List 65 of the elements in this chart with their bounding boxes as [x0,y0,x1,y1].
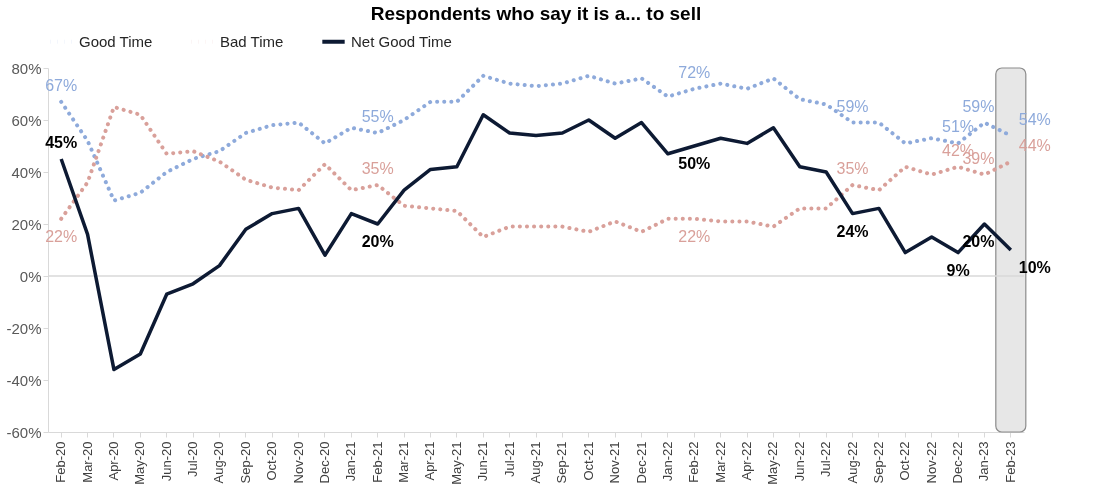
x-tick-label: Oct-20 [264,441,280,481]
x-tick-label: May-22 [765,441,781,485]
x-tick-label: Jun-20 [158,441,174,482]
data-label: 51% [942,118,975,136]
data-label: 9% [946,261,970,279]
x-tick-label: Jul-20 [185,441,201,477]
x-tick-label: Jun-21 [475,441,491,482]
data-label: 22% [678,227,711,245]
x-tick-label: Apr-21 [422,441,438,481]
y-tick-label: -40% [6,371,42,389]
y-tick-label: 80% [11,59,42,77]
data-label: 10% [1018,259,1051,276]
data-label: 35% [361,160,394,177]
x-tick-label: Sep-22 [870,441,886,484]
data-label: 59% [962,97,995,115]
x-tick-label: Mar-22 [712,441,728,483]
x-tick-label: Nov-21 [607,441,623,484]
chart-title: Respondents who say it is a... to sell [370,3,702,24]
data-label: 67% [45,76,78,94]
data-label: 22% [45,227,78,245]
data-label: 72% [678,63,711,81]
x-tick-label: Sep-20 [237,441,253,484]
x-tick-label: Jul-21 [501,441,517,477]
x-tick-label: Feb-23 [1002,441,1018,483]
data-label: 20% [361,233,394,250]
x-tick-label: Jan-23 [976,441,992,482]
data-label: 50% [678,155,711,172]
x-tick-label: Mar-21 [396,441,412,483]
x-tick-label: Oct-22 [897,441,913,481]
x-tick-label: May-21 [448,441,464,485]
y-tick-label: -60% [6,423,42,441]
x-tick-label: Jun-22 [791,441,807,482]
x-tick-label: Jul-22 [818,441,834,477]
x-tick-label: Aug-20 [211,441,227,484]
x-tick-label: May-20 [132,441,148,485]
y-tick-label: 20% [11,215,42,233]
x-tick-label: Feb-20 [53,441,69,483]
x-tick-label: Dec-22 [950,441,966,484]
y-tick-label: 60% [11,111,42,129]
data-label: 45% [45,134,78,151]
x-tick-label: Apr-22 [739,441,755,481]
x-tick-label: Apr-20 [105,441,121,481]
data-label: 59% [836,97,869,115]
data-label: 35% [836,160,869,177]
x-tick-label: Jan-22 [659,441,675,482]
data-label: 55% [361,108,394,125]
legend-label: Good Time [79,32,153,50]
x-tick-label: Nov-20 [290,441,306,484]
x-tick-label: Dec-20 [316,441,332,484]
x-tick-label: Nov-22 [923,441,939,484]
x-tick-label: Feb-21 [369,441,385,483]
x-tick-label: Dec-21 [633,441,649,484]
x-tick-label: Aug-22 [844,441,860,484]
x-tick-label: Mar-20 [79,441,95,483]
x-tick-label: Sep-21 [554,441,570,484]
x-tick-label: Oct-21 [580,441,596,481]
x-tick-label: Feb-22 [686,441,702,483]
x-tick-label: Jan-21 [343,441,359,482]
data-label: 24% [836,222,869,240]
y-tick-label: 40% [11,163,42,181]
x-tick-label: Aug-21 [528,441,543,484]
legend-label: Bad Time [220,32,284,50]
y-tick-label: -20% [6,319,42,337]
y-tick-label: 0% [19,267,42,285]
legend-label: Net Good Time [351,32,452,50]
